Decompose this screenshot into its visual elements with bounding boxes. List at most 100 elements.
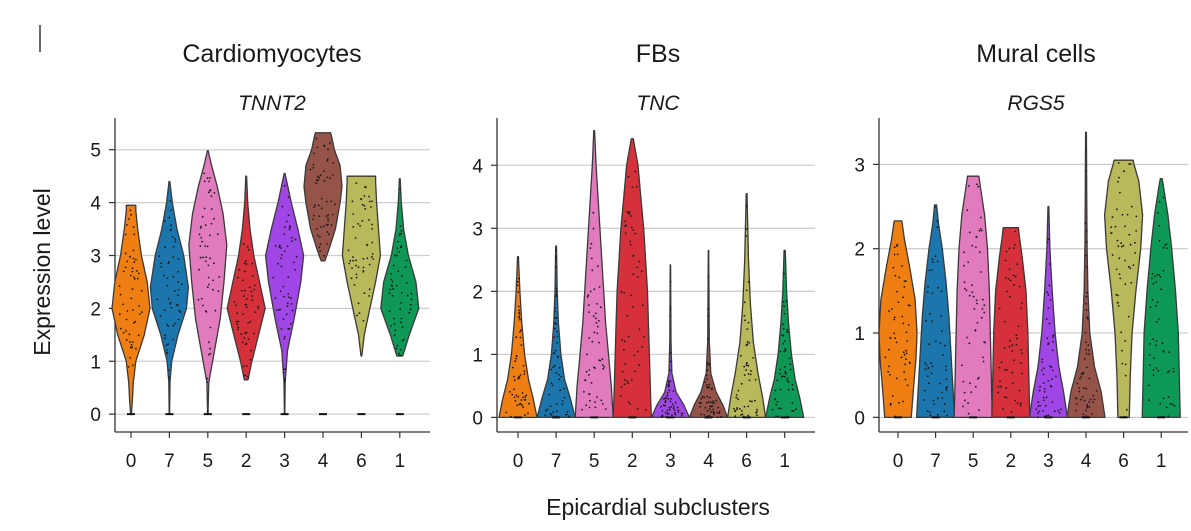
violin-3 — [264, 172, 305, 416]
cell-point — [174, 322, 176, 325]
cell-point — [349, 259, 352, 262]
violin-body — [111, 204, 151, 415]
cell-point — [203, 172, 206, 175]
cell-point — [705, 402, 708, 404]
cell-point — [1042, 396, 1045, 399]
cell-point — [135, 270, 138, 272]
cell-point — [1046, 337, 1049, 339]
cell-point — [1047, 414, 1050, 417]
cell-point — [1085, 229, 1088, 232]
cell-point — [980, 316, 983, 319]
cell-point — [368, 195, 370, 198]
cell-point — [977, 376, 980, 379]
violin-body — [498, 256, 538, 419]
cell-point — [361, 220, 364, 222]
cell-point — [515, 357, 517, 360]
cell-point — [741, 413, 744, 416]
cell-point — [706, 384, 708, 386]
cell-point — [1013, 243, 1016, 246]
cell-point — [396, 240, 399, 243]
cell-point — [1004, 320, 1006, 323]
cell-point — [126, 224, 128, 226]
cell-point — [247, 322, 250, 324]
cell-point — [587, 294, 590, 297]
cell-point — [893, 316, 896, 319]
cell-point — [666, 394, 669, 397]
cell-point — [700, 413, 702, 416]
cell-point — [1124, 340, 1127, 342]
cell-point — [944, 344, 946, 347]
y-tick-label: 0 — [90, 405, 101, 426]
cell-point — [669, 360, 672, 363]
cell-point — [200, 225, 203, 228]
cell-point — [585, 370, 588, 373]
cell-point — [208, 341, 210, 344]
cell-point — [519, 329, 522, 332]
cell-point — [906, 340, 909, 342]
cell-point — [644, 408, 647, 411]
cell-point — [1055, 375, 1057, 378]
cell-point — [212, 279, 215, 282]
cell-point — [318, 176, 320, 179]
cell-point — [968, 231, 971, 234]
cell-point — [894, 337, 897, 340]
cell-point — [1155, 281, 1158, 283]
cell-point — [975, 236, 978, 239]
cell-point — [243, 270, 246, 273]
cell-point — [737, 389, 740, 392]
cell-point — [902, 322, 905, 325]
cell-point — [673, 409, 676, 412]
cell-point — [284, 380, 286, 382]
cell-point — [706, 369, 709, 372]
cell-point — [555, 293, 558, 296]
cell-point — [980, 229, 983, 232]
cell-point — [710, 405, 712, 408]
cell-point — [511, 393, 514, 396]
x-tick-label: 4 — [703, 451, 714, 472]
cell-point — [209, 257, 212, 260]
cell-point — [517, 395, 520, 398]
cell-point — [666, 409, 669, 412]
cell-point — [1046, 291, 1049, 294]
cell-point — [1086, 405, 1089, 408]
cell-point — [1043, 367, 1045, 370]
cell-point — [736, 408, 738, 411]
cell-point — [327, 219, 330, 222]
cell-point — [909, 304, 911, 307]
cell-point — [207, 191, 210, 194]
cell-point — [623, 348, 625, 351]
cell-point — [903, 286, 906, 288]
cell-point — [1019, 404, 1022, 407]
cell-point — [1159, 275, 1162, 278]
cell-point — [210, 195, 213, 198]
cell-point — [1083, 399, 1086, 402]
cell-point — [199, 227, 202, 229]
x-tick-label: 0 — [126, 451, 137, 472]
cell-point — [636, 350, 639, 353]
cell-point — [118, 285, 121, 287]
cell-point — [711, 402, 714, 404]
cell-point — [554, 317, 556, 319]
cell-point — [209, 177, 211, 179]
cell-point — [278, 246, 281, 248]
violin-7 — [915, 204, 956, 419]
violin-2 — [612, 138, 652, 419]
violin-body — [726, 192, 767, 419]
x-tick-label: 2 — [241, 451, 252, 472]
cell-point — [629, 240, 632, 243]
cell-point — [292, 261, 295, 264]
cell-point — [1005, 396, 1008, 399]
cell-point — [965, 289, 968, 292]
cell-point — [129, 209, 132, 212]
cell-point — [244, 332, 247, 335]
cell-point — [782, 334, 785, 337]
cell-point — [746, 328, 749, 330]
cell-point — [124, 266, 127, 269]
cell-point — [371, 241, 374, 244]
cell-point — [362, 270, 365, 272]
cell-point — [131, 270, 134, 273]
cell-point — [243, 262, 246, 265]
cell-point — [665, 396, 668, 399]
cell-point — [312, 167, 315, 169]
cell-point — [1120, 242, 1122, 245]
